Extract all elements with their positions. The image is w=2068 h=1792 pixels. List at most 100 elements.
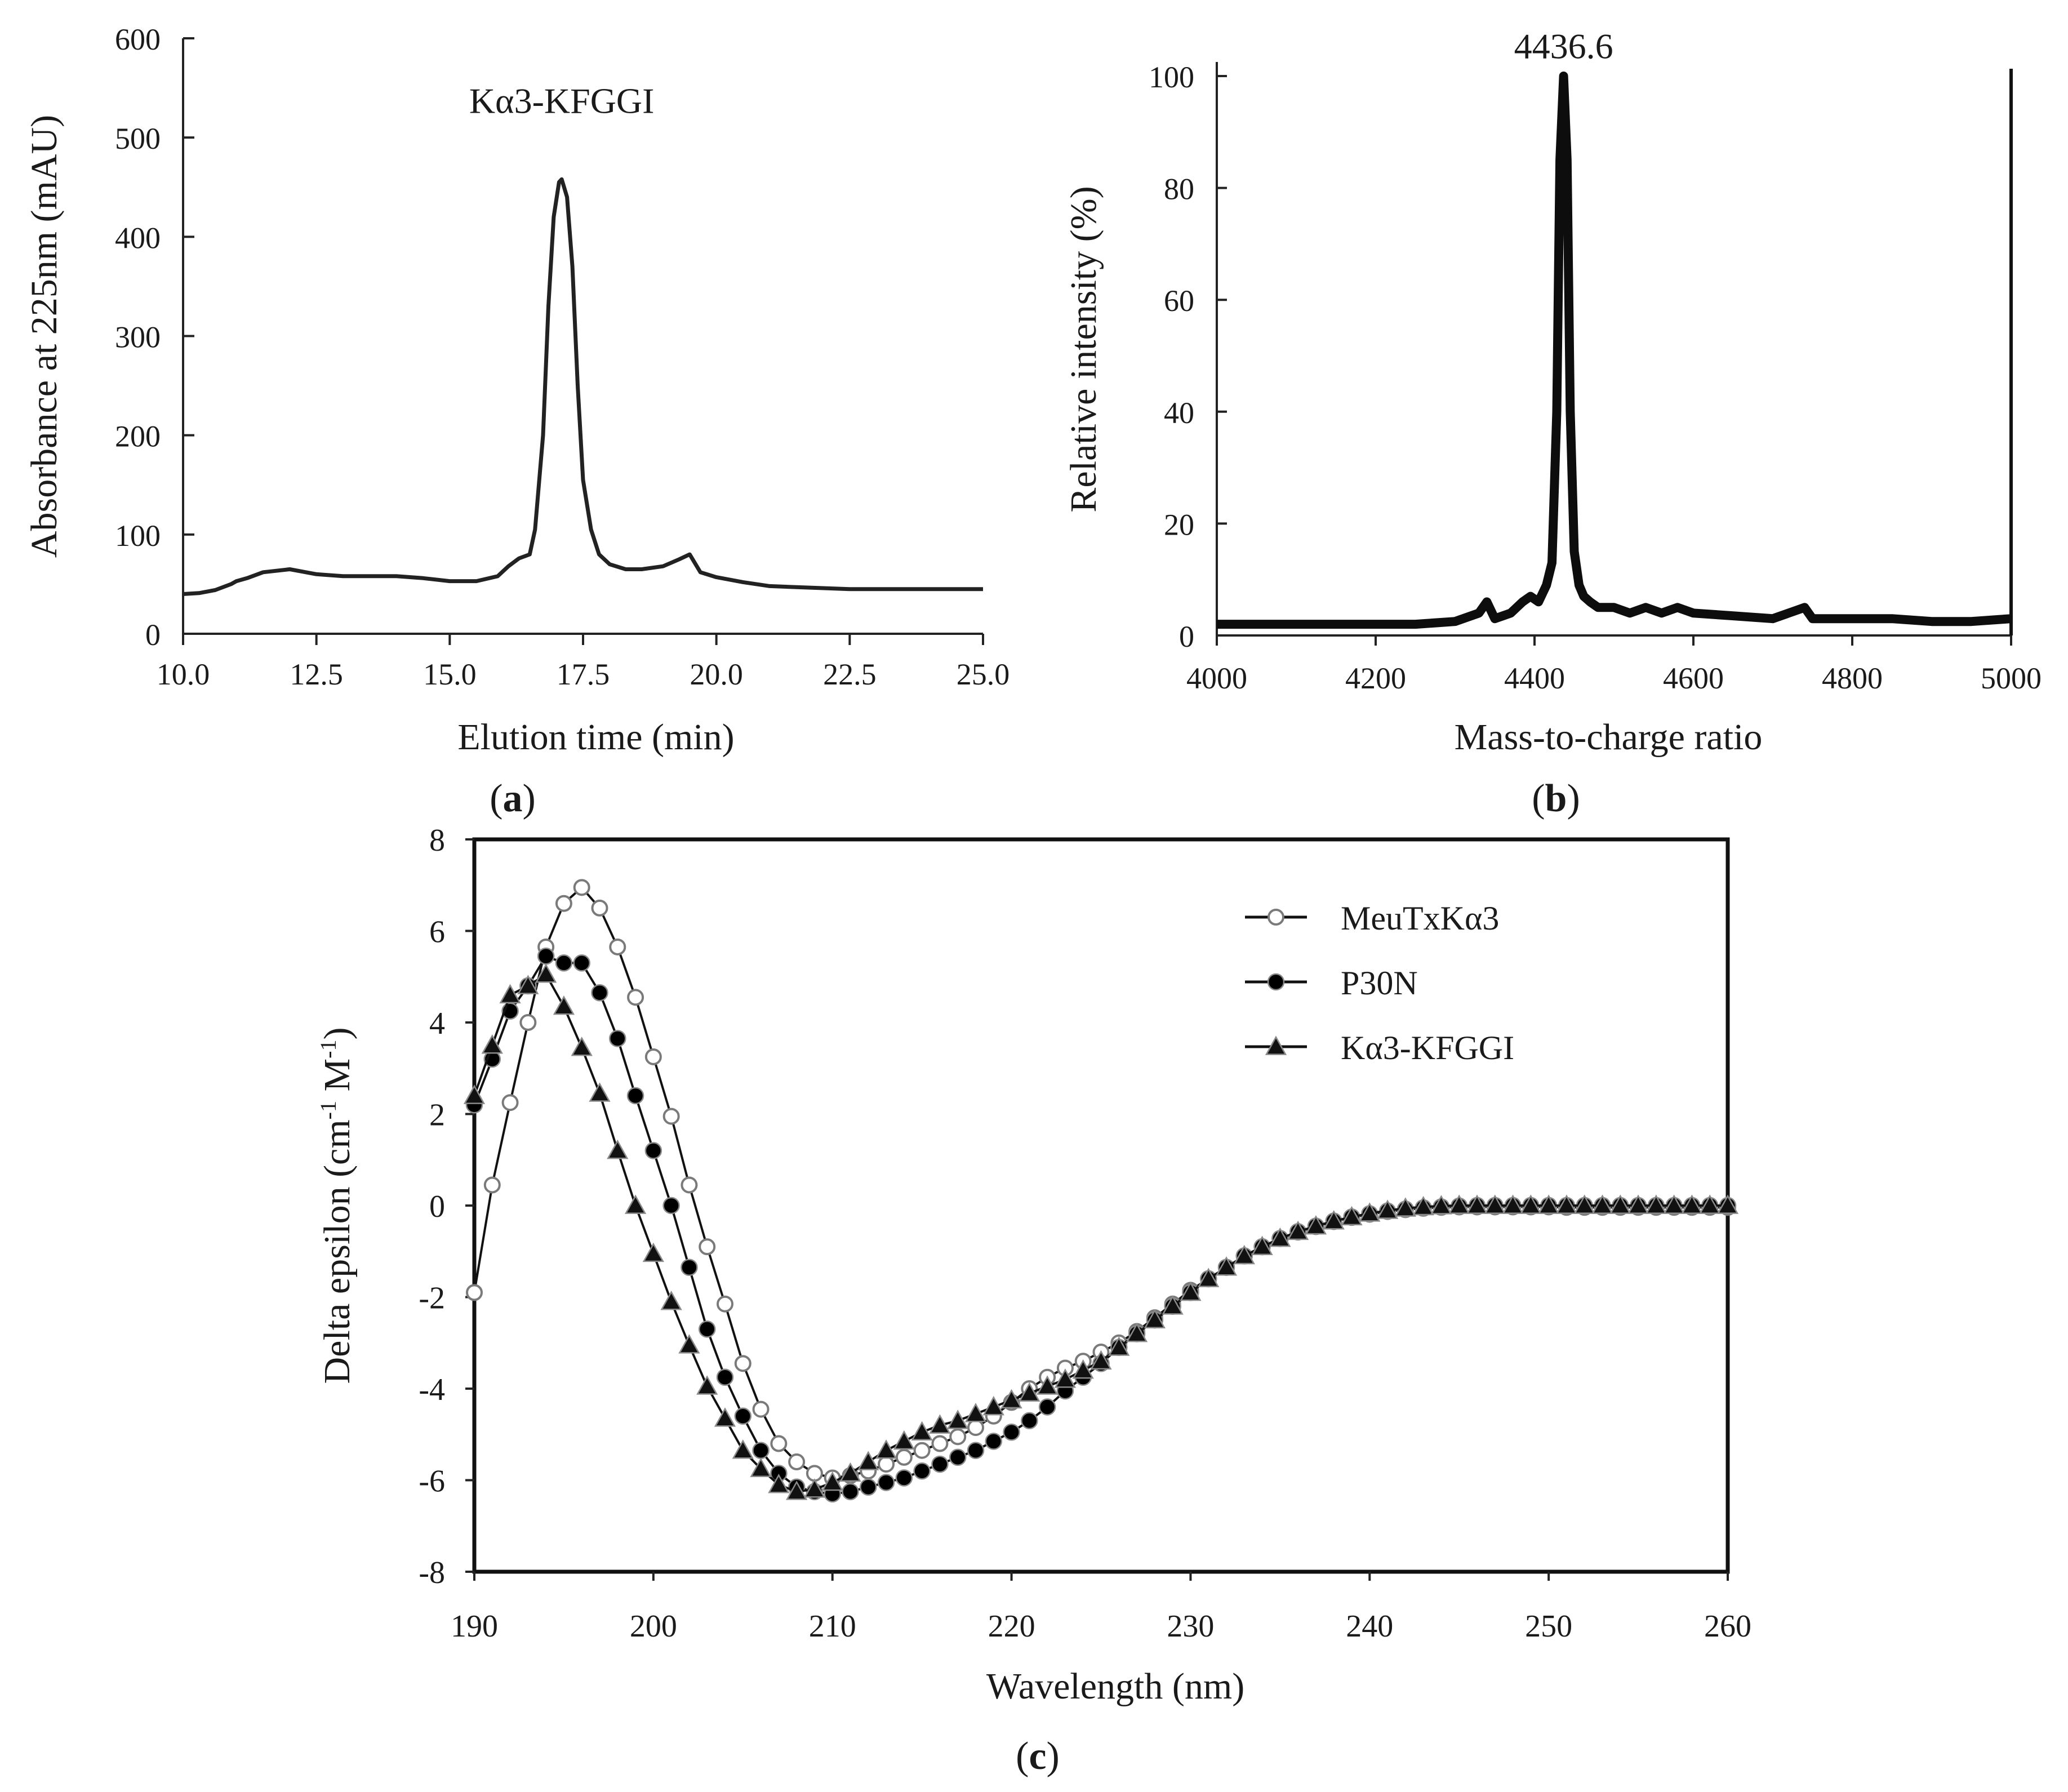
x-tick-label: 15.0 xyxy=(423,657,477,691)
x-tick-label: 200 xyxy=(630,1609,677,1644)
panel-c-label: (c) xyxy=(1016,1735,1060,1778)
y-tick-label: 8 xyxy=(429,823,445,858)
data-point xyxy=(1555,1194,1578,1214)
data-point xyxy=(481,1034,503,1054)
data-point xyxy=(947,1409,969,1429)
panel-c-series xyxy=(463,879,1739,1503)
panel-b-x-ticks: 4000 4200 4400 4600 4800 5000 xyxy=(1186,635,2042,695)
data-point xyxy=(982,1395,1004,1416)
x-tick-label: 240 xyxy=(1346,1609,1393,1644)
data-point xyxy=(483,1176,501,1194)
x-tick-label: 190 xyxy=(451,1609,498,1644)
data-point xyxy=(1251,1235,1273,1255)
x-tick-label: 250 xyxy=(1525,1609,1572,1644)
data-point xyxy=(609,1030,626,1047)
panel-c-y-ticks: -8 -6 -4 -2 0 2 4 6 8 xyxy=(419,823,474,1590)
data-point xyxy=(1305,1215,1327,1235)
data-point xyxy=(1198,1268,1220,1287)
data-point xyxy=(1019,1382,1040,1402)
data-point xyxy=(660,1291,682,1310)
data-point xyxy=(895,1469,913,1487)
y-tick-label: -2 xyxy=(419,1281,445,1316)
data-point xyxy=(1269,1227,1291,1247)
data-point xyxy=(717,1295,733,1313)
panel-c-x-axis-label: Wavelength (nm) xyxy=(986,1666,1244,1707)
series-1 xyxy=(466,879,1736,1487)
panel-a-chromatogram: 0 100 200 300 400 500 600 10.0 12.5 15.0 17.5 20.0… xyxy=(24,23,1009,820)
y-tick-label: 500 xyxy=(115,122,161,155)
x-tick-label: 12.5 xyxy=(290,657,343,691)
data-point xyxy=(501,1094,519,1111)
panel-a-x-axis-label: Elution time (min) xyxy=(457,717,734,758)
data-point xyxy=(1663,1194,1685,1214)
data-point xyxy=(1180,1281,1202,1301)
panel-c-cd-spectrum: -8 -6 -4 -2 0 2 4 6 8 190 200 210 220 230 240 250 260 M… xyxy=(315,823,1751,1778)
data-point xyxy=(1359,1202,1381,1222)
data-point xyxy=(1520,1194,1542,1214)
y-tick-label: 2 xyxy=(429,1098,445,1133)
data-point xyxy=(1021,1412,1038,1430)
data-point xyxy=(696,1375,718,1395)
data-point xyxy=(1627,1194,1649,1214)
legend-label: Kα3-KFGGI xyxy=(1341,1029,1514,1066)
y-tick-label: 300 xyxy=(115,321,161,354)
data-point xyxy=(1108,1336,1130,1356)
data-point xyxy=(734,1407,752,1425)
data-point xyxy=(788,1453,806,1470)
data-point xyxy=(517,975,539,994)
data-point xyxy=(875,1439,897,1459)
data-point xyxy=(607,1139,629,1159)
data-point xyxy=(931,1455,949,1473)
panel-a-y-ticks: 0 100 200 300 400 500 600 xyxy=(115,23,194,652)
data-point xyxy=(1144,1309,1166,1328)
series-line xyxy=(473,886,1728,1479)
data-point xyxy=(931,1435,949,1452)
data-point xyxy=(1215,1256,1238,1276)
data-point xyxy=(842,1483,859,1501)
data-point xyxy=(1376,1199,1399,1219)
y-tick-label: 0 xyxy=(1179,620,1194,653)
data-point xyxy=(893,1430,915,1450)
y-tick-label: 200 xyxy=(115,420,161,453)
data-point xyxy=(1003,1423,1020,1441)
y-tick-label: 0 xyxy=(145,618,161,652)
data-point xyxy=(1054,1368,1077,1388)
x-tick-label: 22.5 xyxy=(823,657,877,691)
panel-c-y-axis-label-mid: M xyxy=(317,1059,358,1101)
data-point xyxy=(786,1480,808,1500)
y-tick-label: 60 xyxy=(1164,284,1194,318)
y-tick-label: 0 xyxy=(429,1189,445,1224)
data-point xyxy=(1645,1194,1667,1214)
y-tick-label: 100 xyxy=(115,519,161,553)
data-point xyxy=(1162,1295,1184,1315)
data-point xyxy=(1573,1194,1595,1214)
data-point xyxy=(1072,1359,1094,1379)
panel-b-mass-spectrum: 0 20 40 60 80 100 4000 4200 4400 4600 4800 5000 44… xyxy=(1063,26,2042,820)
x-tick-label: 17.5 xyxy=(557,657,610,691)
data-point xyxy=(535,963,557,983)
data-point xyxy=(499,984,521,1004)
data-point xyxy=(591,984,608,1002)
data-point xyxy=(463,1084,486,1104)
panel-b-y-axis-label: Relative intensity (%) xyxy=(1063,186,1104,512)
data-point xyxy=(752,1442,770,1459)
data-point xyxy=(1038,1398,1056,1416)
legend: MeuTxKα3 P30N Kα3-KFGGI xyxy=(1245,900,1514,1066)
data-point xyxy=(967,1419,984,1437)
y-tick-label: 20 xyxy=(1164,508,1194,541)
x-tick-label: 210 xyxy=(809,1609,856,1644)
panel-c-y-axis-label: Delta epsilon (cm-1 M-1) xyxy=(315,1027,358,1384)
data-point xyxy=(878,1456,895,1473)
data-point xyxy=(949,1448,967,1466)
data-point xyxy=(555,895,572,912)
y-tick-label: 400 xyxy=(115,221,161,255)
data-point xyxy=(1448,1194,1470,1214)
data-point xyxy=(1090,1350,1112,1370)
data-point xyxy=(1323,1210,1345,1230)
data-point xyxy=(1412,1195,1434,1216)
panel-a-x-ticks: 10.0 12.5 15.0 17.5 20.0 22.5 25.0 xyxy=(157,634,1009,691)
data-point xyxy=(519,1014,537,1031)
data-point xyxy=(877,1474,895,1491)
data-point xyxy=(573,954,590,972)
